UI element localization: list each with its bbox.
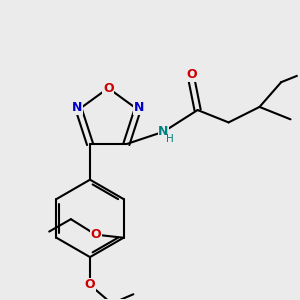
Text: O: O [186,68,197,81]
Text: N: N [158,125,169,138]
Text: N: N [134,101,144,114]
Text: N: N [72,101,83,114]
Text: H: H [167,134,174,143]
Text: O: O [103,82,113,94]
Text: O: O [85,278,95,292]
Text: O: O [90,228,101,241]
